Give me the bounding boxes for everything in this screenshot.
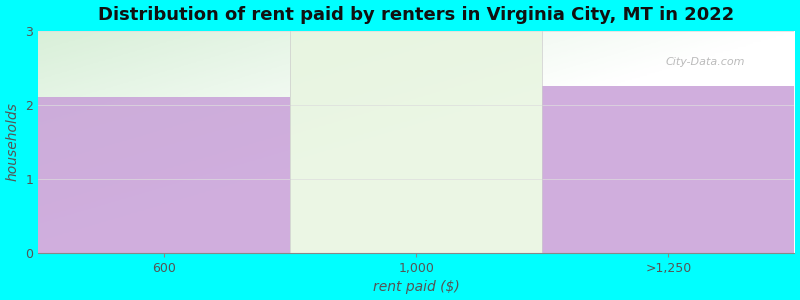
Bar: [38, 97, 290, 253]
Bar: [290, 31, 542, 253]
Text: City-Data.com: City-Data.com: [666, 57, 746, 67]
X-axis label: rent paid ($): rent paid ($): [373, 280, 459, 294]
Y-axis label: households: households: [6, 102, 19, 181]
Bar: [542, 86, 794, 253]
Title: Distribution of rent paid by renters in Virginia City, MT in 2022: Distribution of rent paid by renters in …: [98, 6, 734, 24]
